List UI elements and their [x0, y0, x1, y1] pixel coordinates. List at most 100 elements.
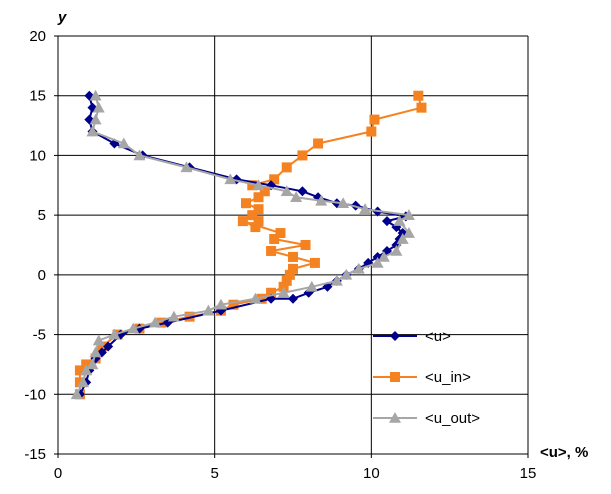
- data-point: [359, 203, 372, 214]
- data-point: [108, 328, 121, 340]
- y-tick-label: -10: [24, 386, 46, 403]
- y-tick-label: 5: [38, 207, 46, 224]
- data-point: [184, 311, 195, 322]
- tick-labels: 0 5 10 15 -15 -10 -5 0 5 10 15 20: [24, 28, 536, 482]
- data-point: [288, 263, 298, 274]
- y-tick-label: 15: [29, 88, 46, 105]
- legend-marker: [390, 331, 400, 341]
- data-point: [77, 376, 90, 388]
- data-point: [413, 90, 424, 101]
- data-point: [300, 240, 311, 250]
- data-point: [281, 275, 292, 286]
- data-point: [86, 358, 99, 370]
- data-point: [297, 150, 308, 161]
- data-point: [305, 280, 318, 292]
- data-point: [288, 293, 298, 304]
- data-point: [228, 299, 239, 310]
- data-point: [377, 250, 390, 262]
- data-point: [237, 216, 248, 227]
- x-tick-label: 0: [54, 465, 62, 482]
- data-point: [214, 298, 227, 310]
- data-point: [156, 317, 167, 328]
- series-2: [70, 89, 415, 400]
- data-point: [167, 310, 180, 322]
- legend: <u> <u_in> <u_out>: [373, 328, 480, 427]
- y-tick-label: 20: [29, 28, 46, 45]
- data-point: [416, 102, 427, 113]
- gridlines: [58, 35, 529, 454]
- legend-marker: [389, 412, 401, 423]
- data-point: [74, 365, 85, 376]
- data-point: [393, 215, 406, 226]
- data-point: [253, 204, 264, 215]
- data-point: [352, 262, 365, 274]
- data-point: [266, 287, 277, 298]
- data-point: [337, 197, 350, 208]
- data-point: [402, 227, 415, 238]
- data-point: [103, 341, 114, 352]
- data-point: [281, 162, 292, 173]
- legend-label: <u_out>: [425, 410, 480, 427]
- data-point: [297, 186, 308, 197]
- data-point: [256, 293, 267, 304]
- data-point: [330, 274, 343, 286]
- series-line: [78, 95, 423, 395]
- data-point: [224, 173, 237, 185]
- data-point: [402, 209, 415, 220]
- data-point: [266, 245, 277, 256]
- axes: [54, 35, 529, 458]
- legend-label: <u>: [425, 328, 451, 345]
- y-tick-label: 10: [29, 147, 46, 164]
- data-point: [252, 179, 265, 191]
- data-point: [259, 186, 270, 197]
- legend-item: <u_out>: [373, 410, 480, 427]
- data-point: [80, 364, 93, 376]
- series-1: [74, 90, 427, 400]
- x-tick-label: 15: [520, 465, 537, 482]
- data-point: [369, 114, 380, 125]
- data-point: [309, 257, 320, 268]
- data-point: [247, 180, 258, 191]
- legend-marker: [390, 372, 400, 382]
- data-point: [92, 101, 105, 113]
- data-point: [390, 244, 403, 256]
- data-point: [313, 138, 324, 149]
- y-tick-label: 0: [38, 267, 46, 284]
- data-point: [277, 286, 290, 298]
- data-point: [241, 198, 251, 209]
- legend-item: <u>: [373, 328, 451, 345]
- data-point: [366, 126, 377, 137]
- y-axis-title: y: [57, 9, 67, 26]
- data-point: [253, 216, 264, 227]
- data-point: [117, 137, 130, 149]
- data-point: [249, 292, 262, 304]
- data-point: [89, 113, 102, 125]
- y-tick-label: -15: [24, 446, 46, 463]
- data-point: [269, 234, 280, 245]
- data-point: [275, 228, 286, 239]
- data-series: [70, 89, 427, 400]
- data-point: [269, 174, 280, 185]
- data-point: [315, 194, 328, 206]
- data-point: [133, 149, 146, 161]
- y-tick-label: -5: [33, 327, 46, 344]
- data-point: [96, 341, 107, 352]
- x-axis-title: <u>, %: [540, 444, 588, 461]
- data-point: [149, 316, 162, 328]
- data-point: [250, 222, 261, 233]
- series-0: [74, 90, 411, 400]
- legend-label: <u_in>: [425, 369, 471, 386]
- x-tick-label: 5: [210, 465, 218, 482]
- data-point: [127, 322, 140, 334]
- x-tick-label: 10: [363, 465, 380, 482]
- data-point: [288, 251, 298, 262]
- data-point: [340, 268, 353, 280]
- data-point: [371, 256, 384, 268]
- data-point: [89, 89, 102, 101]
- data-point: [247, 210, 258, 221]
- data-point: [202, 304, 215, 316]
- data-point: [382, 216, 392, 227]
- data-point: [253, 192, 264, 203]
- data-point: [180, 161, 193, 173]
